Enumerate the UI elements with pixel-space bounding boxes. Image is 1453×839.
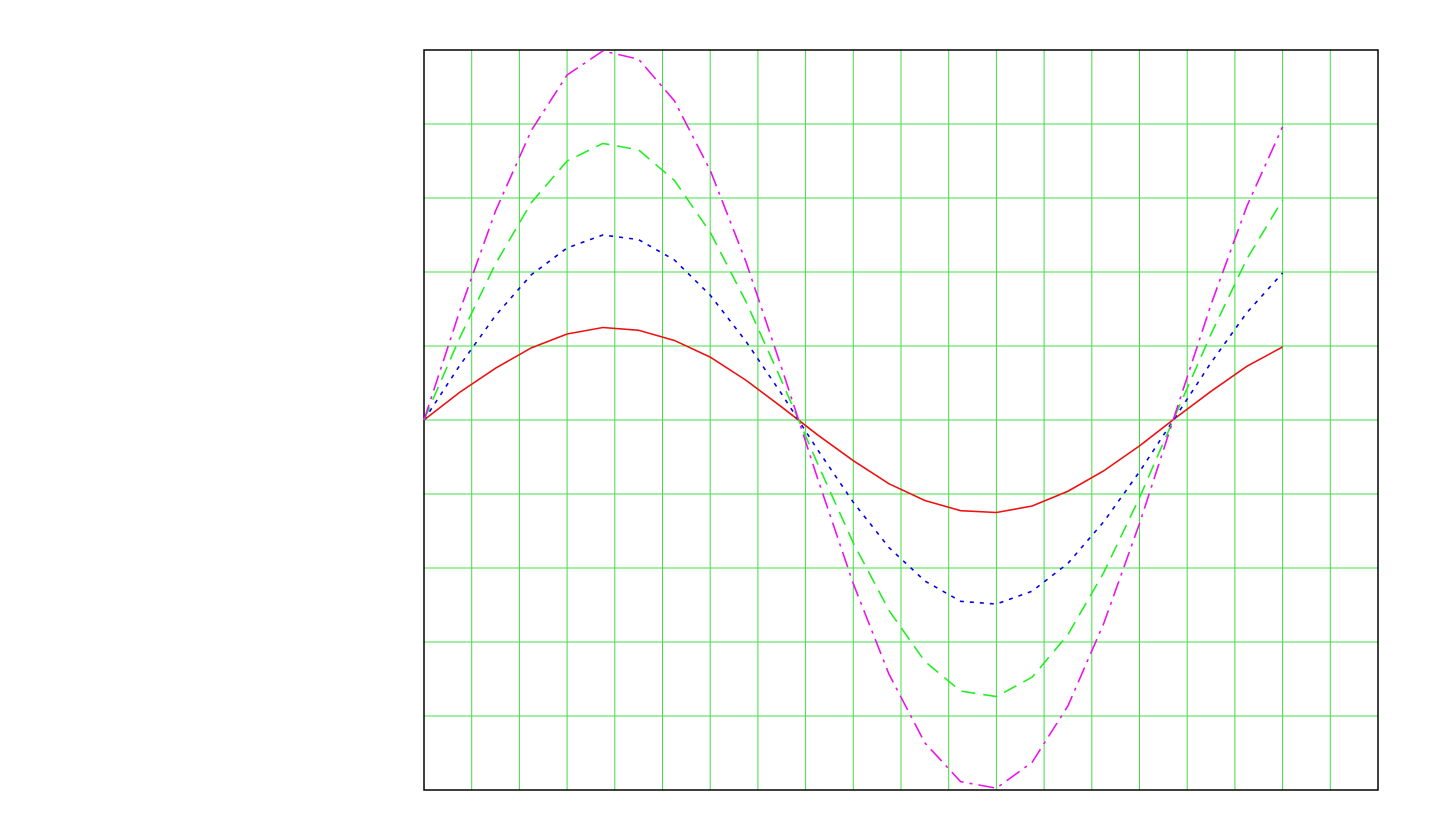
series-line (423, 326, 1283, 514)
series-line (423, 50, 1284, 789)
series-line (423, 234, 1284, 605)
series-line (423, 142, 1284, 698)
